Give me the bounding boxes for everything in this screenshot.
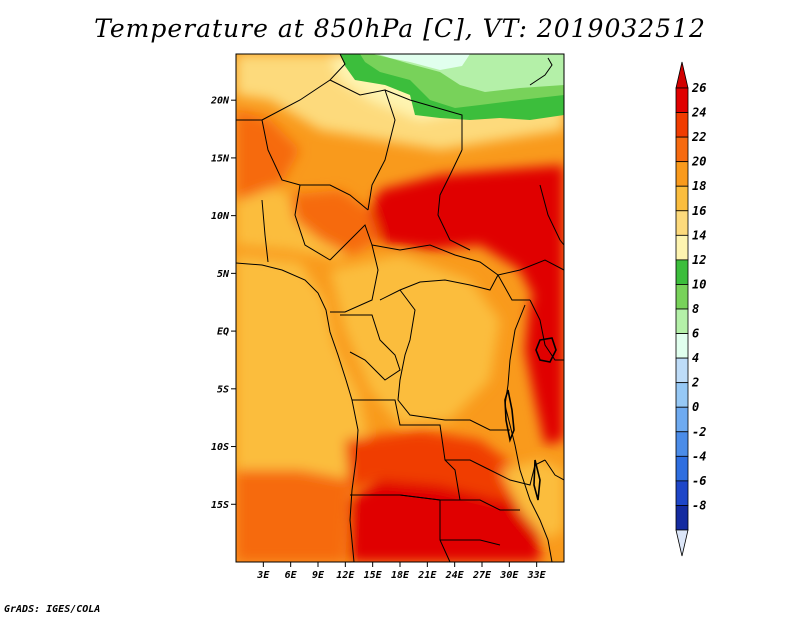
colorbar-tick-label: 24 (691, 106, 706, 120)
colorbar-tick-label: 14 (692, 228, 706, 242)
colorbar-segment (675, 382, 689, 408)
colorbar-tick-label: 16 (692, 204, 706, 218)
border-drc-east (397, 289, 510, 431)
colorbar-segment (675, 259, 689, 285)
lat-tick-label: 10N (211, 211, 230, 222)
border-chad-sudan (437, 149, 471, 251)
field-zone-nigeria (290, 190, 380, 255)
latitude-axis: 20N 15N 10N 5N EQ 5S 10S 15S (210, 96, 236, 511)
lake-victoria (535, 337, 557, 363)
colorbar-tick-label: 4 (692, 351, 699, 365)
lat-tick-label: 15N (211, 153, 230, 164)
colorbar-segment (675, 234, 689, 261)
colorbar-tick-label: -4 (692, 449, 706, 463)
colorbar-tick-label: 12 (692, 253, 706, 267)
colorbar-segment (675, 357, 689, 384)
colorbar-segment (675, 455, 689, 482)
lon-tick-label: 21E (417, 570, 437, 581)
colorbar-segment (675, 112, 689, 138)
lake-tanganyika (504, 389, 515, 443)
border-cameroon (329, 224, 379, 313)
lon-tick-label: 24E (445, 570, 465, 581)
lon-tick-label: 9E (312, 570, 325, 581)
coastline-west (236, 262, 359, 562)
border-congo (340, 314, 401, 381)
colorbar-bottom-triangle (675, 529, 689, 557)
grads-credit: GrADS: IGES/COLA (4, 604, 101, 615)
colorbar-tick-label: 26 (691, 81, 706, 95)
colorbar-segment (675, 480, 689, 506)
country-borders (236, 54, 564, 562)
lon-tick-label: 30E (499, 570, 519, 581)
colorbar-top-triangle (675, 61, 689, 89)
border-ethiopia (539, 184, 564, 246)
field-zone-hot-east (525, 290, 564, 445)
colorbar-tick-label: -8 (692, 498, 706, 512)
colorbar-segment (675, 431, 689, 457)
border-nigeria (261, 184, 331, 263)
field-zone-hot-north (360, 165, 564, 310)
coast-red-sea (529, 57, 553, 86)
chart-title: Temperature at 850hPa [C], VT: 201903251… (94, 14, 706, 43)
colorbar-segment (675, 210, 689, 236)
border-niger-chad (329, 79, 396, 211)
colorbar-segment (675, 87, 689, 113)
colorbar-tick-label: 0 (692, 400, 699, 414)
colorbar-tick-label: -6 (692, 474, 706, 488)
field-zone-cyan-north (378, 54, 470, 70)
colorbar-segment (675, 333, 689, 359)
lake-malawi (533, 459, 541, 501)
colorbar-tick-label: 2 (691, 376, 699, 390)
lon-tick-label: 3E (256, 570, 270, 581)
border-libya-sudan (384, 89, 463, 150)
lat-tick-label: EQ (217, 327, 229, 338)
longitude-axis: 3E 6E 9E 12E 15E 18E 21E 24E 27E 30E 33E (256, 562, 547, 581)
colorbar-tick-label: 10 (692, 277, 706, 291)
field-zone-mozambique (500, 460, 564, 540)
lat-tick-label: 10S (211, 442, 229, 453)
field-zone-southwest (236, 470, 350, 562)
lon-tick-label: 33E (527, 570, 547, 581)
border-namibia-botswana (399, 494, 501, 562)
colorbar-tick-label: 18 (692, 179, 706, 193)
field-zone-northwest (236, 110, 300, 200)
colorbar-tick-label: 22 (691, 130, 706, 144)
colorbar-tick-label: 6 (692, 327, 699, 341)
border-uganda-kenya (529, 299, 564, 361)
border-car (371, 244, 499, 301)
colorbar-segment (675, 505, 689, 531)
colorbar-tick-label: -2 (692, 425, 706, 439)
lon-tick-label: 12E (336, 570, 355, 581)
border-mali-niger (236, 119, 369, 211)
lat-tick-label: 15S (211, 500, 229, 511)
lon-tick-label: 6E (285, 570, 298, 581)
lat-tick-label: 5N (217, 269, 230, 280)
colorbar-segment (675, 185, 689, 212)
lat-tick-label: 5S (217, 384, 229, 395)
lon-tick-label: 15E (364, 570, 383, 581)
lat-tick-label: 20N (210, 96, 230, 107)
lon-tick-label: 27E (472, 570, 492, 581)
field-zone-west-ocean (236, 255, 370, 480)
colorbar-segment (675, 136, 689, 163)
colorbar-segment (675, 161, 689, 187)
colorbar-tick-label: 20 (691, 155, 706, 169)
temperature-field (236, 54, 564, 562)
colorbar-segment (675, 284, 689, 310)
border-mozambique (519, 459, 564, 562)
border-south-sudan (497, 259, 564, 301)
colorbar-tick-label: 8 (692, 302, 699, 316)
field-zone-hot-south (350, 480, 540, 562)
field-zone-south-orange (345, 430, 540, 500)
lon-tick-label: 18E (391, 570, 410, 581)
colorbar-segment (675, 406, 689, 433)
colorbar-segment (675, 308, 689, 334)
